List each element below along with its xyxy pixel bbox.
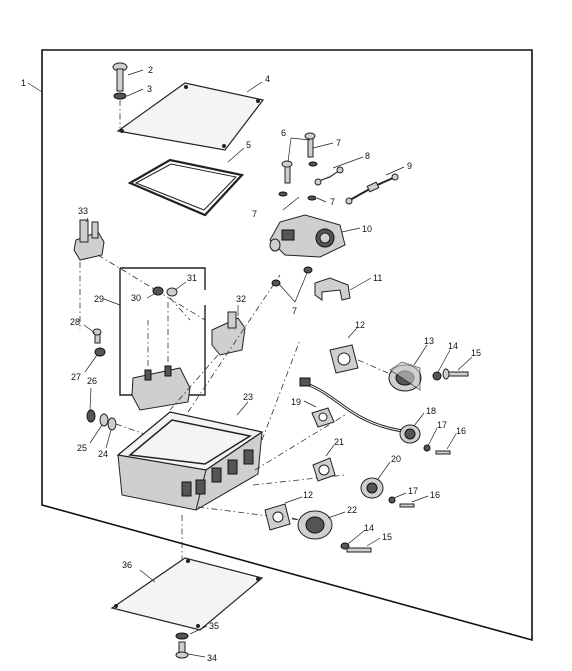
callout-29: 29: [94, 294, 104, 304]
callout-17-top: 17: [437, 420, 447, 430]
callout-24: 24: [98, 449, 108, 459]
callout-34: 34: [207, 653, 217, 663]
callout-14-low: 14: [364, 523, 374, 533]
assembly-frame: [27, 49, 533, 642]
bracket-32: [169, 305, 246, 411]
callout-15-top: 15: [471, 348, 481, 358]
callout-18: 18: [426, 406, 436, 416]
callout-22: 22: [347, 505, 357, 515]
connector-lower: [264, 496, 381, 553]
callout-19: 19: [291, 397, 301, 407]
callout-21: 21: [334, 437, 344, 447]
callout-13: 13: [424, 336, 434, 346]
callout-8: 8: [365, 151, 370, 161]
callout-12-low: 12: [303, 490, 313, 500]
top-cover-plate: [116, 81, 265, 151]
callout-15-low: 15: [382, 532, 392, 542]
callout-12-top: 12: [355, 320, 365, 330]
callout-16-low: 16: [430, 490, 440, 500]
callout-14-top: 14: [448, 341, 458, 351]
callout-2: 2: [148, 65, 153, 75]
callout-5: 5: [246, 140, 251, 150]
callout-16-top: 16: [456, 426, 466, 436]
callout-28: 28: [70, 317, 80, 327]
callout-7-low: 7: [292, 306, 297, 316]
callout-7-mid: 7: [330, 197, 335, 207]
callout-20: 20: [391, 454, 401, 464]
callout-30: 30: [131, 293, 141, 303]
callout-25: 25: [77, 443, 87, 453]
cover-gasket: [127, 147, 245, 217]
cable-assembly: [299, 377, 457, 455]
callout-11: 11: [373, 273, 382, 283]
callout-6: 6: [281, 128, 286, 138]
cover-screw: [112, 62, 144, 128]
callout-labels: 1 2 3 4 5 6 7 7 7 7 8 9 10 11 12 12 13 1…: [21, 65, 481, 663]
callout-4: 4: [265, 74, 270, 84]
callout-9: 9: [407, 161, 412, 171]
callout-36: 36: [122, 560, 132, 570]
callout-7-top: 7: [336, 138, 341, 148]
bottom-screw: [175, 625, 208, 659]
screw-28-washer-27: [83, 324, 106, 373]
callout-27: 27: [71, 372, 81, 382]
connector-middle: [312, 444, 429, 508]
callout-17-low: 17: [408, 486, 418, 496]
callout-31: 31: [187, 273, 197, 283]
connector-upper: [329, 327, 473, 392]
main-housing: [116, 274, 346, 521]
callout-10: 10: [362, 224, 372, 234]
callout-35: 35: [209, 621, 219, 631]
callout-26: 26: [87, 376, 97, 386]
callout-7-left: 7: [252, 209, 257, 219]
washers-24-25-26: [86, 387, 151, 449]
resistor-box: [103, 267, 206, 411]
callout-33: 33: [78, 206, 88, 216]
relay-assembly: [269, 132, 405, 303]
callout-23: 23: [243, 392, 253, 402]
callout-32: 32: [236, 294, 246, 304]
callout-1: 1: [21, 78, 26, 88]
left-bracket: [73, 217, 206, 330]
bottom-cover-plate: [110, 515, 264, 631]
callout-3: 3: [147, 84, 152, 94]
